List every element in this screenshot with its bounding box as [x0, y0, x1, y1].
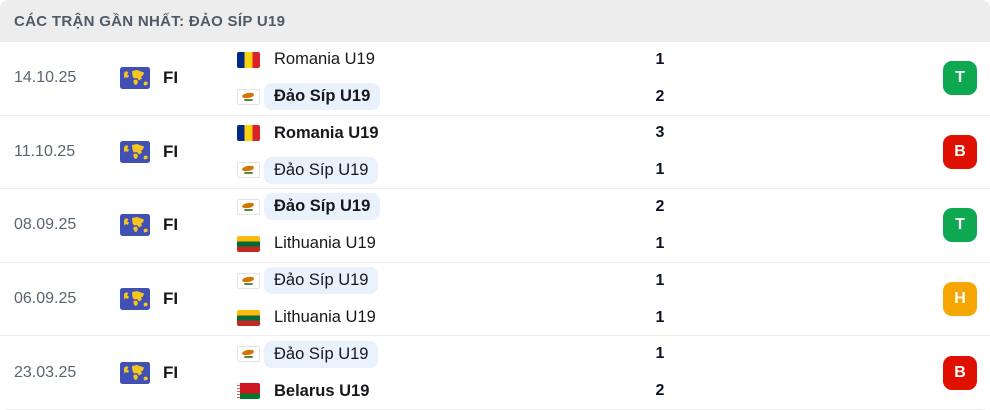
away-team-score: 2: [655, 87, 665, 105]
teams-column: Đảo Síp U19 2 Lithuania U19 1: [237, 192, 943, 259]
home-team-flag-icon: [237, 272, 260, 289]
home-team-flag-icon: [237, 51, 260, 68]
away-team-name[interactable]: Belarus U19: [274, 381, 370, 400]
competition: FI: [120, 214, 237, 237]
teams-column: Đảo Síp U19 1 Belarus U19 2: [237, 339, 943, 406]
match-row[interactable]: 08.09.25 FI Đảo Síp U19 2 Lithuania U19 …: [0, 189, 990, 263]
result-badge: T: [943, 208, 977, 243]
away-team-score: 1: [655, 308, 665, 326]
world-map-icon: [120, 214, 150, 237]
home-team-name[interactable]: Đảo Síp U19: [264, 193, 381, 221]
away-team-line: Belarus U19 2: [237, 376, 943, 406]
away-team-score: 1: [655, 161, 665, 179]
match-date: 14.10.25: [14, 69, 77, 87]
home-team-flag-icon: [237, 346, 260, 363]
result-badge: B: [943, 134, 977, 169]
away-team-flag-icon: [237, 235, 260, 252]
competition-label: FI: [163, 215, 179, 235]
match-date: 11.10.25: [14, 142, 76, 160]
away-team-name[interactable]: Đảo Síp U19: [264, 156, 379, 184]
home-team-name[interactable]: Đảo Síp U19: [264, 267, 379, 295]
match-row[interactable]: 14.10.25 FI Romania U19 1 Đảo Síp U19 2 …: [0, 42, 990, 116]
away-team-line: Đảo Síp U19 2: [237, 82, 943, 112]
card-header: CÁC TRẬN GẦN NHẤT: ĐẢO SÍP U19: [0, 0, 990, 42]
home-team-score: 3: [655, 124, 665, 142]
competition-label: FI: [163, 289, 179, 309]
competition: FI: [120, 361, 237, 384]
away-team-line: Đảo Síp U19 1: [237, 155, 943, 185]
home-team-name[interactable]: Romania U19: [274, 123, 379, 142]
competition: FI: [120, 288, 237, 311]
away-team-score: 1: [655, 234, 665, 252]
away-team-score: 2: [655, 382, 665, 400]
match-date: 23.03.25: [14, 363, 77, 381]
away-team-flag-icon: [237, 309, 260, 326]
match-row[interactable]: 23.03.25 FI Đảo Síp U19 1 Belarus U19 2 …: [0, 336, 990, 410]
result-badge: B: [943, 355, 977, 390]
teams-column: Romania U19 3 Đảo Síp U19 1: [237, 118, 943, 185]
home-team-line: Romania U19 3: [237, 118, 943, 148]
card-title: CÁC TRẬN GẦN NHẤT: ĐẢO SÍP U19: [14, 12, 286, 30]
away-team-line: Lithuania U19 1: [237, 303, 943, 333]
away-team-line: Lithuania U19 1: [237, 229, 943, 259]
result-badge: T: [943, 61, 977, 96]
competition-label: FI: [163, 362, 179, 382]
result-badge: H: [943, 282, 977, 317]
home-team-score: 1: [655, 345, 665, 363]
competition-label: FI: [163, 141, 179, 161]
world-map-icon: [120, 140, 150, 163]
home-team-flag-icon: [237, 125, 260, 142]
competition: FI: [120, 140, 237, 163]
home-team-name[interactable]: Đảo Síp U19: [264, 340, 379, 368]
home-team-score: 2: [655, 197, 665, 215]
away-team-flag-icon: [237, 162, 260, 179]
world-map-icon: [120, 361, 150, 384]
home-team-score: 1: [655, 50, 665, 68]
home-team-score: 1: [655, 271, 665, 289]
away-team-name[interactable]: Lithuania U19: [274, 308, 376, 327]
home-team-line: Romania U19 1: [237, 45, 943, 75]
match-date: 06.09.25: [14, 290, 77, 308]
away-team-name[interactable]: Đảo Síp U19: [264, 83, 381, 111]
competition: FI: [120, 67, 237, 90]
home-team-flag-icon: [237, 198, 260, 215]
match-row[interactable]: 06.09.25 FI Đảo Síp U19 1 Lithuania U19 …: [0, 262, 990, 337]
home-team-line: Đảo Síp U19 1: [237, 339, 943, 369]
teams-column: Romania U19 1 Đảo Síp U19 2: [237, 45, 943, 112]
world-map-icon: [120, 67, 150, 90]
away-team-name[interactable]: Lithuania U19: [274, 234, 376, 253]
away-team-flag-icon: [237, 383, 260, 400]
world-map-icon: [120, 288, 150, 311]
home-team-line: Đảo Síp U19 1: [237, 266, 943, 296]
match-date: 08.09.25: [14, 216, 77, 234]
home-team-name[interactable]: Romania U19: [274, 50, 375, 69]
home-team-line: Đảo Síp U19 2: [237, 192, 943, 222]
teams-column: Đảo Síp U19 1 Lithuania U19 1: [237, 266, 943, 333]
competition-label: FI: [163, 68, 179, 88]
away-team-flag-icon: [237, 88, 260, 105]
match-row[interactable]: 11.10.25 FI Romania U19 3 Đảo Síp U19 1 …: [0, 115, 990, 190]
